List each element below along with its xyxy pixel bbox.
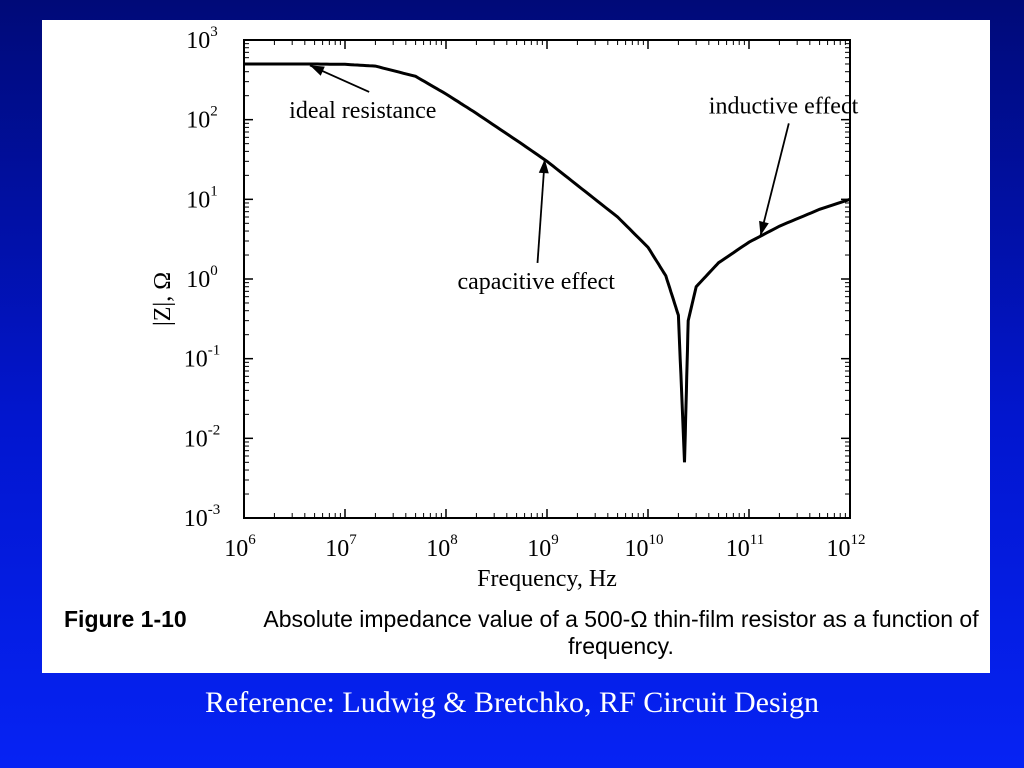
x-tick-label: 1010 (625, 532, 664, 562)
annotation-arrowhead (309, 65, 325, 76)
annotation-label: inductive effect (709, 93, 859, 119)
figure-panel: 106 107 108 109 1010 1011 1012 103 102 101 100 10-1… (42, 20, 990, 673)
x-tick-label: 106 (224, 532, 256, 562)
x-tick-label: 107 (325, 532, 357, 562)
annotation-arrowhead (759, 220, 769, 236)
y-tick-label: 10-1 (184, 343, 221, 373)
impedance-chart: 106 107 108 109 1010 1011 1012 103 102 101 100 10-1… (150, 24, 866, 592)
y-tick-label: 10-2 (184, 422, 221, 452)
x-tick-label: 1011 (726, 532, 764, 562)
x-tick-label: 1012 (827, 532, 866, 562)
y-tick-label: 100 (186, 263, 218, 293)
annotation-arrow (759, 123, 790, 236)
annotation-arrow (536, 159, 546, 264)
annotation-label: ideal resistance (289, 98, 436, 124)
x-tick-label: 109 (527, 532, 559, 562)
annotations: ideal resistance capacitive effect inducti… (289, 64, 859, 295)
caption-text: Absolute impedance value of a 500-Ω thin… (263, 606, 979, 659)
y-tick-label: 101 (186, 183, 218, 213)
caption-label: Figure 1-10 (64, 606, 187, 632)
x-axis-title: Frequency, Hz (477, 566, 617, 592)
annotation-arrowhead (538, 159, 549, 174)
impedance-curve (244, 62, 851, 463)
tick-labels: 106 107 108 109 1010 1011 1012 103 102 101 100 10-1… (184, 24, 866, 562)
x-tick-label: 108 (426, 532, 458, 562)
reference-text: Reference: Ludwig & Bretchko, RF Circuit… (204, 686, 820, 719)
y-tick-label: 103 (186, 24, 218, 54)
y-axis-title: |Z|, Ω (150, 272, 176, 326)
y-tick-label: 102 (186, 104, 218, 134)
y-tick-label: 10-3 (184, 502, 221, 532)
annotation-label: capacitive effect (458, 269, 616, 295)
